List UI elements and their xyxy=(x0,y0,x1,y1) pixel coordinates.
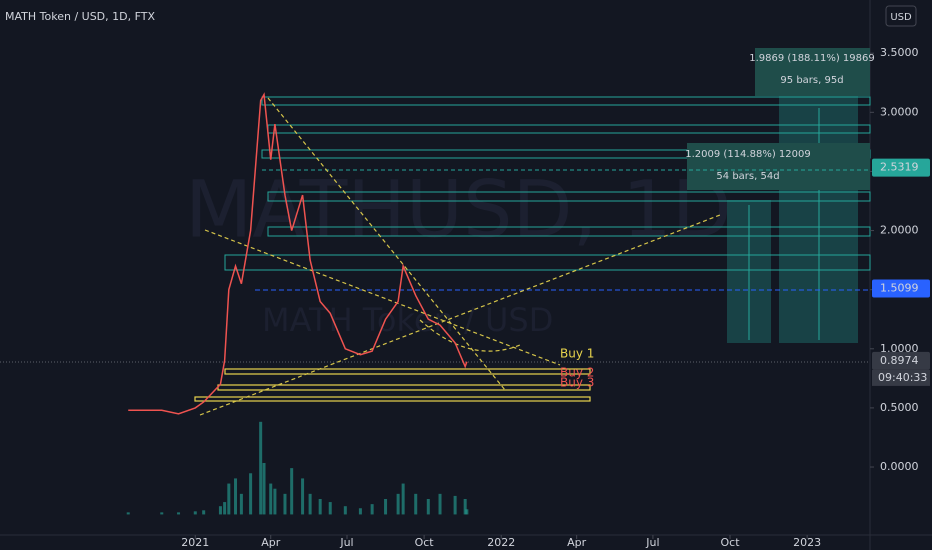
buy-label: Buy 1 xyxy=(560,347,594,361)
measure-label xyxy=(687,143,870,190)
currency-box xyxy=(885,5,917,27)
x-tick-label: Oct xyxy=(415,536,435,549)
price-tag xyxy=(872,351,930,370)
y-tick-label: 1.0000 xyxy=(880,342,919,355)
volume-bar xyxy=(370,504,374,515)
measure-text: 95 bars, 95d xyxy=(780,75,843,86)
buy-zone xyxy=(194,396,591,402)
x-tick-label: 2022 xyxy=(487,536,515,549)
volume-bar xyxy=(401,483,405,515)
volume-bar xyxy=(358,508,362,515)
volume-bar xyxy=(318,498,322,515)
volume-bar xyxy=(262,462,266,515)
volume-bar xyxy=(328,502,332,515)
buy-label: Buy 2 xyxy=(560,366,594,380)
volume-bar xyxy=(202,510,206,515)
watermark: MATHUSD, 1D xyxy=(185,165,732,255)
zone xyxy=(261,96,871,106)
price-tag-label: 2.5319 xyxy=(880,161,919,174)
measure-text: 1.9869 (188.11%) 19869 xyxy=(749,53,874,64)
volume-bar xyxy=(414,493,418,515)
volume-bar xyxy=(308,493,312,515)
volume-bar xyxy=(234,478,238,515)
y-tick-label: 0.5000 xyxy=(880,401,919,414)
volume-bar xyxy=(463,498,467,515)
volume-bar xyxy=(239,493,243,515)
measure-text: 1.2009 (114.88%) 12009 xyxy=(685,149,810,160)
zone xyxy=(267,191,871,202)
volume-bar xyxy=(283,493,287,515)
volume-bar xyxy=(384,498,388,515)
measure-label xyxy=(755,48,870,96)
volume-bar xyxy=(273,488,277,515)
price-tag-label: 0.8974 xyxy=(880,354,919,367)
price-tag-label: 1.5099 xyxy=(880,281,919,294)
buy-zone xyxy=(224,368,591,375)
x-tick-label: Apr xyxy=(567,536,587,549)
zone xyxy=(224,254,871,271)
buy-label: Buy 3 xyxy=(560,376,594,390)
volume-bar xyxy=(438,493,442,515)
zones xyxy=(0,48,871,416)
y-tick-label: 3.5000 xyxy=(880,46,919,59)
volume-bar xyxy=(193,511,197,515)
trendline xyxy=(199,214,721,416)
volume-bar xyxy=(301,478,305,515)
volume-bar xyxy=(453,495,457,515)
chart-title: MATH Token / USD, 1D, FTX xyxy=(5,10,155,23)
countdown-box xyxy=(872,369,930,386)
zone xyxy=(267,226,871,237)
price-tag xyxy=(872,279,930,298)
volume-bar xyxy=(249,473,253,515)
trendline xyxy=(419,319,521,352)
volume-bar xyxy=(223,502,227,515)
y-tick-label: 2.0000 xyxy=(880,224,919,237)
volume-bar xyxy=(126,512,130,515)
price-line xyxy=(128,92,468,415)
x-tick-label: Oct xyxy=(721,536,741,549)
countdown: 09:40:33 xyxy=(878,371,927,384)
volume-bar xyxy=(160,512,164,515)
volume-bar xyxy=(177,512,181,515)
volume-bar xyxy=(218,506,222,515)
price-tag xyxy=(872,158,930,177)
measure-text: 54 bars, 54d xyxy=(716,171,779,182)
x-tick-label: Jul xyxy=(645,536,659,549)
volume-bar xyxy=(290,468,294,515)
volume-bar xyxy=(269,483,273,515)
watermark-sub: MATH Token / USD xyxy=(262,301,553,339)
x-tick-label: 2023 xyxy=(793,536,821,549)
x-tick-label: 2021 xyxy=(181,536,209,549)
volume-bar xyxy=(343,506,347,515)
currency[interactable]: USD xyxy=(890,12,912,23)
y-tick-label: 0.0000 xyxy=(880,460,919,473)
x-tick-label: Jul xyxy=(339,536,353,549)
volume-bar xyxy=(396,493,400,515)
x-tick-label: Apr xyxy=(261,536,281,549)
y-tick-label: 3.0000 xyxy=(880,105,919,118)
volume-bar xyxy=(259,421,263,515)
volume-bar xyxy=(465,509,469,515)
trendline xyxy=(204,229,561,366)
volume-bar xyxy=(426,498,430,515)
volume-bar xyxy=(227,483,231,515)
